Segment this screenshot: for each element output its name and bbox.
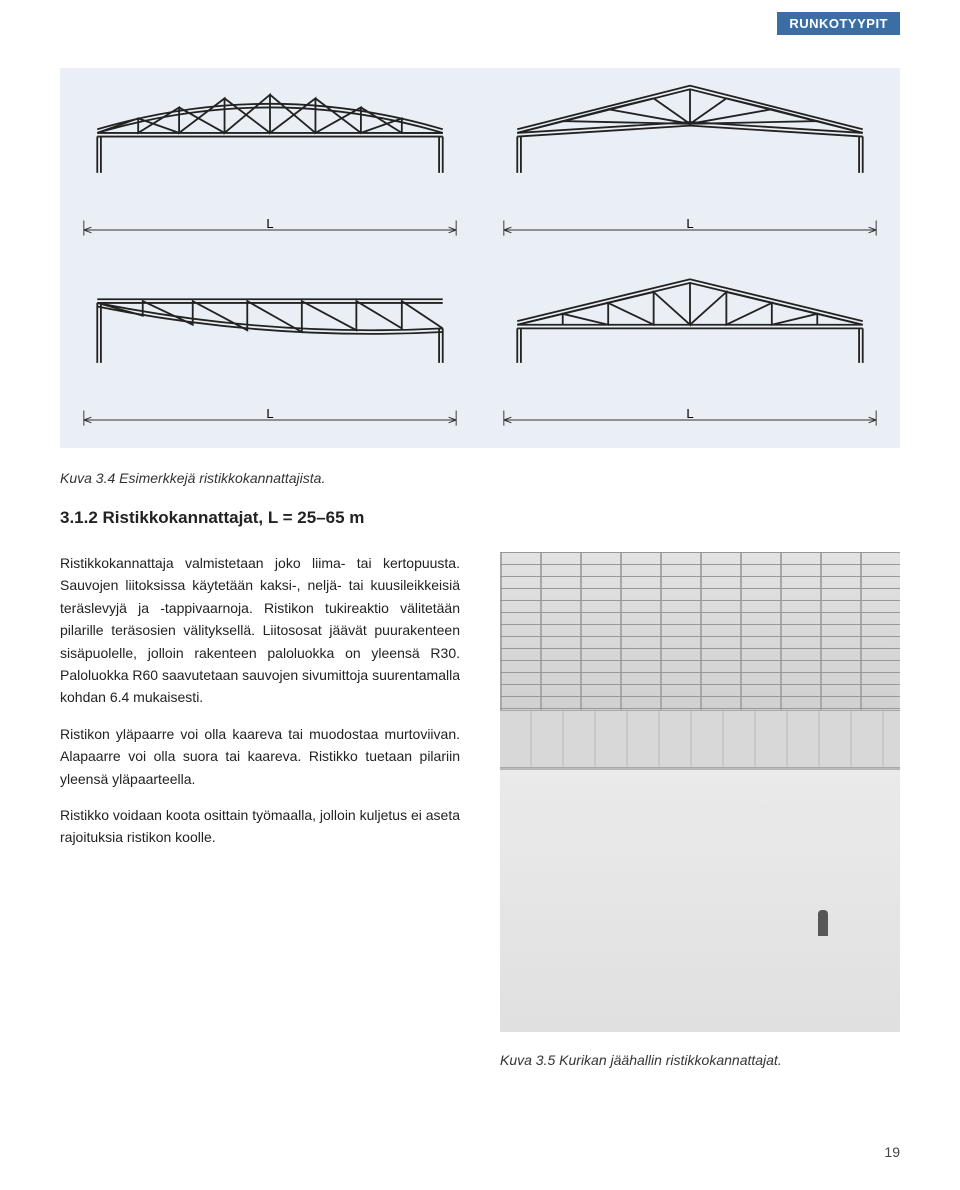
dim-line: L	[501, 410, 879, 430]
paragraph: Ristikkokannattaja valmistetaan joko lii…	[60, 552, 460, 709]
dim-line: L	[81, 410, 459, 430]
skater-silhouette	[818, 910, 828, 936]
truss-fink: L	[480, 258, 900, 448]
truss-bowstring: L	[60, 68, 480, 258]
truss-svg-bowstring	[81, 82, 459, 182]
page-number: 19	[884, 1144, 900, 1160]
figure-truss-diagrams: L L	[60, 68, 900, 448]
figure-caption-1: Kuva 3.4 Esimerkkejä ristikkokannattajis…	[60, 470, 325, 486]
photo-rendering	[500, 552, 900, 1032]
dim-line: L	[501, 220, 879, 240]
truss-svg-scissor	[501, 82, 879, 182]
paragraph: Ristikko voidaan koota osittain työmaall…	[60, 804, 460, 849]
truss-row-2: L L	[60, 258, 900, 448]
dim-line: L	[81, 220, 459, 240]
dim-label: L	[266, 406, 273, 421]
body-text: Ristikkokannattaja valmistetaan joko lii…	[60, 552, 460, 863]
truss-svg-fink	[501, 272, 879, 372]
truss-row-1: L L	[60, 68, 900, 258]
paragraph: Ristikon yläpaarre voi olla kaareva tai …	[60, 723, 460, 790]
photo-ice-hall	[500, 552, 900, 1032]
dim-label: L	[686, 406, 693, 421]
figure-caption-2: Kuva 3.5 Kurikan jäähallin ristikkokanna…	[500, 1052, 782, 1068]
truss-svg-mono	[81, 272, 459, 372]
dim-label: L	[686, 216, 693, 231]
rink-floor	[500, 768, 900, 1032]
truss-scissor: L	[480, 68, 900, 258]
dim-label: L	[266, 216, 273, 231]
section-header: RUNKOTYYPIT	[777, 12, 900, 35]
truss-mono: L	[60, 258, 480, 448]
section-heading: 3.1.2 Ristikkokannattajat, L = 25–65 m	[60, 508, 364, 528]
rink-boards	[500, 710, 900, 768]
